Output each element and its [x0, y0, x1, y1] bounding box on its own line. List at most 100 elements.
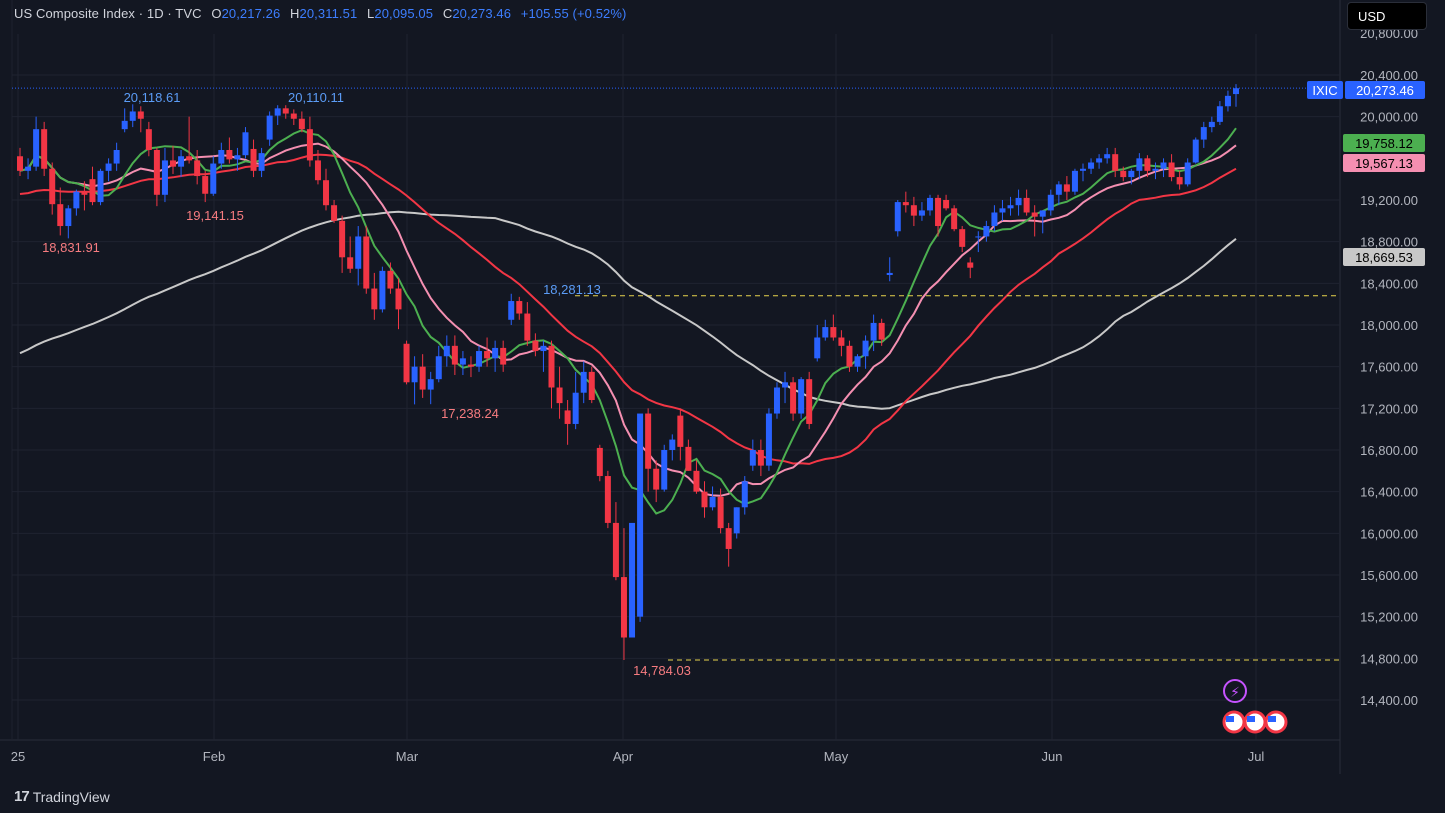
candle-body	[548, 345, 555, 388]
lightning-icon: ⚡	[1230, 685, 1240, 701]
currency-button[interactable]: USD	[1347, 2, 1427, 30]
low-label: L	[367, 6, 375, 21]
candle-body	[145, 129, 152, 150]
candle-body	[451, 345, 458, 365]
candle-body	[41, 129, 48, 169]
candle-body	[476, 351, 483, 367]
us-flag-icons	[1222, 710, 1288, 734]
x-tick-label: Jun	[1042, 749, 1063, 764]
candle-body	[242, 132, 249, 156]
candle-body	[178, 156, 185, 167]
price-axis[interactable]: 20,400.00 20,000.00 19,200.00 18,800.00 18,4…	[1307, 26, 1425, 708]
candle-body	[773, 387, 780, 414]
high-label: H	[290, 6, 300, 21]
y-tick-label: 16,000.00	[1360, 526, 1418, 541]
candle-body	[999, 208, 1006, 213]
y-tick-label: 17,600.00	[1360, 360, 1418, 375]
candle-body	[1152, 168, 1159, 171]
candle-body	[749, 450, 756, 466]
symbol-header: US Composite Index · 1D · TVC O20,217.26…	[14, 6, 626, 21]
candle-body	[629, 522, 636, 638]
y-tick-label: 19,200.00	[1360, 193, 1418, 208]
candle-body	[435, 356, 442, 380]
annotation-high: 18,281.13	[543, 282, 601, 297]
candle-body	[1071, 170, 1078, 192]
time-axis[interactable]: 25 Feb Mar Apr May Jun Jul	[11, 749, 1265, 764]
candle-body	[564, 410, 571, 424]
ma-10-badge-bg	[1343, 134, 1425, 152]
last-price-badge-bg	[1345, 81, 1425, 99]
candle-body	[669, 439, 676, 450]
x-tick-label: May	[824, 749, 849, 764]
candle-body	[194, 160, 201, 177]
ma-10-badge: 19,758.12	[1355, 136, 1413, 151]
candle-body	[878, 322, 885, 340]
candle-body	[709, 496, 716, 508]
candle-body	[830, 327, 837, 338]
candle-body	[790, 382, 797, 414]
candle-body	[967, 262, 974, 268]
candle-body	[89, 179, 96, 203]
candle-body	[1007, 205, 1014, 209]
candle-body	[33, 129, 40, 167]
candle-body	[210, 163, 217, 194]
last-price-badge: 20,273.46	[1356, 83, 1414, 98]
candle-body	[902, 202, 909, 206]
x-tick-label: Feb	[203, 749, 225, 764]
ma-50-line	[19, 153, 1237, 465]
candle-body	[113, 150, 120, 164]
candle-body	[1176, 177, 1183, 185]
candle-body	[129, 111, 136, 121]
candle-body	[339, 220, 346, 258]
candle-body	[1088, 162, 1095, 169]
tradingview-logo[interactable]: 17 TradingView	[14, 788, 110, 805]
candle-body	[1192, 139, 1199, 163]
candle-body	[540, 345, 547, 352]
candlesticks	[17, 84, 1239, 660]
candle-body	[25, 166, 32, 171]
candle-body	[459, 358, 466, 365]
x-tick-label: 25	[11, 749, 25, 764]
candle-body	[918, 210, 925, 216]
annotation-low: 19,141.15	[186, 208, 244, 223]
candle-body	[894, 202, 901, 232]
candle-body	[1136, 158, 1143, 171]
candle-body	[57, 204, 64, 227]
candle-body	[1112, 154, 1119, 171]
candle-body	[1063, 184, 1070, 192]
candle-body	[1144, 158, 1151, 171]
candle-body	[371, 288, 378, 310]
candle-body	[290, 113, 297, 119]
ma-200-badge: 18,669.53	[1355, 250, 1413, 265]
candle-body	[580, 371, 587, 393]
candle-body	[532, 340, 539, 352]
earnings-event-icon	[1223, 679, 1247, 703]
candle-body	[975, 236, 982, 238]
candle-body	[298, 118, 305, 130]
candle-body	[419, 366, 426, 390]
low-value: 20,095.05	[374, 6, 434, 21]
ma-20-badge-bg	[1343, 154, 1425, 172]
y-tick-label: 18,400.00	[1360, 276, 1418, 291]
candle-body	[717, 496, 724, 529]
y-tick-label: 14,400.00	[1360, 693, 1418, 708]
symbol-title[interactable]: US Composite Index · 1D · TVC	[14, 6, 202, 21]
candle-body	[226, 150, 233, 160]
candle-body	[363, 236, 370, 289]
candle-body	[355, 236, 362, 269]
candle-body	[73, 191, 80, 209]
event-markers[interactable]: ⚡	[1222, 679, 1288, 734]
candle-body	[170, 160, 177, 167]
candle-body	[733, 507, 740, 534]
candle-body	[1233, 88, 1239, 95]
y-tick-label: 20,400.00	[1360, 68, 1418, 83]
candle-body	[620, 577, 627, 638]
candle-body	[604, 476, 611, 523]
candle-body	[983, 226, 990, 237]
candle-body	[661, 450, 668, 490]
candle-body	[306, 129, 313, 161]
brand-name: TradingView	[32, 788, 110, 805]
candle-body	[757, 450, 764, 466]
candle-body	[500, 347, 507, 365]
